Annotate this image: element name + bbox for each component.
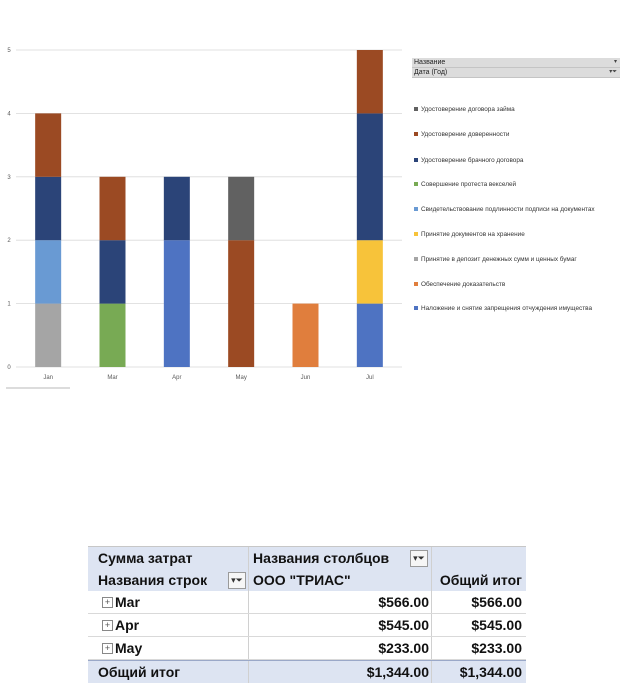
x-tick-label: Apr	[172, 375, 181, 381]
dropdown-arrow-icon: ▾	[613, 59, 617, 65]
bar-segment	[356, 240, 383, 304]
x-tick-label: Jan	[43, 375, 53, 381]
legend-label: Удостоверение доверенности	[421, 131, 510, 138]
legend-item: Принятие документов на хранение	[414, 230, 620, 239]
pivot-column-company: ООО "ТРИАС"	[253, 572, 351, 588]
pivot-values-label: Сумма затрат	[98, 550, 193, 566]
table-row[interactable]: + May $233.00 $233.00	[88, 637, 526, 660]
legend-item: Удостоверение договора займа	[414, 105, 620, 114]
row-label: Mar	[115, 594, 140, 610]
bar-segment	[163, 176, 190, 241]
pivot-columns-label: Названия столбцов	[253, 550, 390, 566]
y-tick-label: 3	[7, 175, 11, 181]
bar-segment	[99, 240, 126, 304]
legend-swatch	[414, 182, 418, 186]
bar-segment	[35, 303, 62, 367]
legend-item: Удостоверение брачного договора	[414, 156, 620, 165]
bar-segment	[356, 113, 383, 241]
bar-segment	[163, 240, 190, 367]
pivot-header-row-1: Сумма затрат Названия столбцов ▾⏷	[88, 547, 526, 569]
legend-swatch	[414, 282, 418, 286]
grand-total-value: $1,344.00	[366, 664, 429, 680]
column-header-strip	[88, 540, 526, 547]
bar-segment	[99, 303, 126, 367]
plus-box-icon[interactable]: +	[102, 620, 113, 631]
legend-label: Принятие документов на хранение	[421, 231, 525, 238]
row-label: May	[115, 640, 143, 656]
table-row[interactable]: + Mar $566.00 $566.00	[88, 591, 526, 614]
legend-field-date: Дата (Год)	[414, 69, 448, 76]
pivot-header-row-2: Названия строк ▾⏷ ООО "ТРИАС" Общий итог	[88, 569, 526, 591]
grand-total-row: Общий итог $1,344.00 $1,344.00	[88, 660, 526, 683]
legend-field-button-date[interactable]: Дата (Год) ▾⏷	[412, 68, 620, 78]
legend-label: Наложение и снятие запрещения отчуждения…	[421, 305, 592, 312]
bar-segment	[292, 303, 319, 367]
bar-segment	[228, 240, 255, 367]
legend-field-name: Название	[414, 59, 446, 66]
legend-item: Принятие в депозит денежных сумм и ценны…	[414, 255, 620, 264]
legend-item: Наложение и снятие запрещения отчуждения…	[414, 304, 620, 313]
grand-total-label: Общий итог	[98, 664, 181, 680]
plus-box-icon[interactable]: +	[102, 643, 113, 654]
row-total: $545.00	[471, 617, 522, 633]
y-tick-label: 2	[7, 238, 11, 244]
bar-segment	[35, 176, 62, 241]
row-value: $566.00	[378, 594, 429, 610]
bar-segment	[228, 176, 255, 241]
chart-legend: Название ▾ Дата (Год) ▾⏷ Удостоверение д…	[412, 58, 620, 338]
legend-items: Удостоверение договора займа Удостоверени…	[412, 78, 620, 338]
chart-gridlines	[16, 49, 402, 368]
filter-icon[interactable]: ▾⏷	[410, 550, 428, 567]
legend-label: Совершение протеста векселей	[421, 181, 517, 188]
row-value: $545.00	[378, 617, 429, 633]
legend-item: Удостоверение доверенности	[414, 130, 620, 139]
legend-swatch	[414, 306, 418, 310]
pivot-column-grand-total: Общий итог	[439, 572, 522, 588]
row-value: $233.00	[378, 640, 429, 656]
legend-item: Свидетельствование подлинности подписи н…	[414, 205, 620, 214]
legend-swatch	[414, 107, 418, 111]
table-row[interactable]: + Apr $545.00 $545.00	[88, 614, 526, 637]
bar-segment	[35, 240, 62, 304]
filter-icon: ▾⏷	[609, 69, 617, 75]
pivot-rows-label: Названия строк	[98, 572, 208, 588]
y-tick-label: 5	[7, 48, 11, 54]
bar-segment	[356, 50, 383, 114]
x-tick-label: Mar	[107, 375, 117, 381]
chart-bars	[35, 50, 383, 367]
y-axis-ticks: 0 1 2 3 4 5	[7, 48, 11, 371]
x-tick-label: May	[235, 375, 246, 381]
grand-total-total: $1,344.00	[459, 664, 522, 680]
legend-field-button-name[interactable]: Название ▾	[412, 58, 620, 68]
pivot-table: Сумма затрат Названия столбцов ▾⏷ Назван…	[88, 540, 526, 683]
y-tick-label: 0	[7, 365, 11, 371]
legend-label: Принятие в депозит денежных сумм и ценны…	[421, 256, 577, 263]
row-total: $566.00	[471, 594, 522, 610]
legend-label: Свидетельствование подлинности подписи н…	[421, 206, 595, 213]
legend-label: Обеспечение доказательств	[421, 281, 506, 288]
legend-item: Совершение протеста векселей	[414, 180, 620, 189]
bar-segment	[356, 303, 383, 367]
bar-segment	[35, 113, 62, 177]
legend-label: Удостоверение брачного договора	[421, 157, 524, 164]
plus-box-icon[interactable]: +	[102, 597, 113, 608]
y-tick-label: 1	[7, 302, 11, 308]
row-total: $233.00	[471, 640, 522, 656]
legend-swatch	[414, 207, 418, 211]
x-tick-label: Jul	[366, 375, 374, 381]
legend-swatch	[414, 132, 418, 136]
bar-segment	[99, 176, 126, 241]
stacked-bar-chart: 0 1 2 3 4 5 Jan Mar Apr May Jun Jul	[6, 48, 402, 389]
legend-label: Удостоверение договора займа	[421, 106, 515, 113]
legend-swatch	[414, 158, 418, 162]
legend-swatch	[414, 257, 418, 261]
y-tick-label: 4	[7, 111, 11, 117]
legend-item: Обеспечение доказательств	[414, 280, 620, 289]
row-label: Apr	[115, 617, 140, 633]
x-axis-ticks: Jan Mar Apr May Jun Jul	[43, 375, 373, 381]
legend-swatch	[414, 232, 418, 236]
filter-icon[interactable]: ▾⏷	[228, 572, 246, 589]
x-tick-label: Jun	[301, 375, 311, 381]
